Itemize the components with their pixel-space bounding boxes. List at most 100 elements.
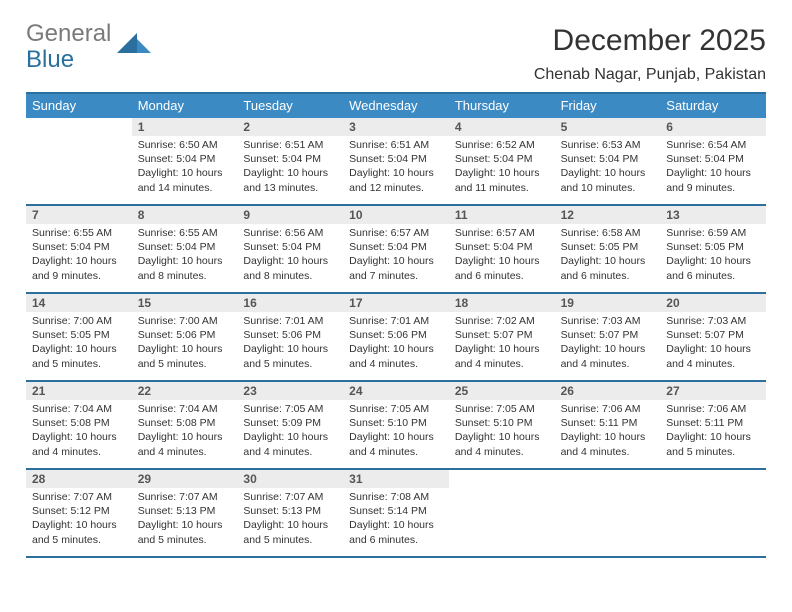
dow-label: Friday [555,94,661,118]
day-detail: Sunrise: 6:55 AMSunset: 5:04 PMDaylight:… [26,224,132,287]
day-detail [449,488,555,494]
sunrise-line: Sunrise: 7:06 AM [561,402,657,416]
sunset-line: Sunset: 5:10 PM [349,416,445,430]
calendar-cell [449,470,555,556]
sunset-line: Sunset: 5:09 PM [243,416,339,430]
calendar-cell: 6Sunrise: 6:54 AMSunset: 5:04 PMDaylight… [660,118,766,204]
day-detail: Sunrise: 7:08 AMSunset: 5:14 PMDaylight:… [343,488,449,551]
day-detail: Sunrise: 7:01 AMSunset: 5:06 PMDaylight:… [237,312,343,375]
dow-label: Thursday [449,94,555,118]
day-number: 15 [132,294,238,312]
calendar-cell: 31Sunrise: 7:08 AMSunset: 5:14 PMDayligh… [343,470,449,556]
day-number: 5 [555,118,661,136]
sunrise-line: Sunrise: 7:04 AM [32,402,128,416]
day-detail: Sunrise: 6:53 AMSunset: 5:04 PMDaylight:… [555,136,661,199]
sunrise-line: Sunrise: 7:00 AM [32,314,128,328]
sunset-line: Sunset: 5:04 PM [243,240,339,254]
sunset-line: Sunset: 5:07 PM [666,328,762,342]
sunset-line: Sunset: 5:04 PM [349,152,445,166]
sunrise-line: Sunrise: 6:52 AM [455,138,551,152]
sunrise-line: Sunrise: 7:02 AM [455,314,551,328]
day-detail: Sunrise: 7:03 AMSunset: 5:07 PMDaylight:… [660,312,766,375]
daylight-line: Daylight: 10 hours and 9 minutes. [32,254,128,282]
daylight-line: Daylight: 10 hours and 14 minutes. [138,166,234,194]
calendar-cell: 16Sunrise: 7:01 AMSunset: 5:06 PMDayligh… [237,294,343,380]
daylight-line: Daylight: 10 hours and 4 minutes. [243,430,339,458]
day-number: 30 [237,470,343,488]
day-number: 14 [26,294,132,312]
day-of-week-header: SundayMondayTuesdayWednesdayThursdayFrid… [26,94,766,118]
calendar-cell [660,470,766,556]
day-number: 29 [132,470,238,488]
calendar-cell: 4Sunrise: 6:52 AMSunset: 5:04 PMDaylight… [449,118,555,204]
day-detail: Sunrise: 7:05 AMSunset: 5:10 PMDaylight:… [343,400,449,463]
calendar-week-row: 7Sunrise: 6:55 AMSunset: 5:04 PMDaylight… [26,206,766,294]
sunset-line: Sunset: 5:14 PM [349,504,445,518]
day-number: 2 [237,118,343,136]
day-detail: Sunrise: 6:59 AMSunset: 5:05 PMDaylight:… [660,224,766,287]
daylight-line: Daylight: 10 hours and 6 minutes. [561,254,657,282]
brand-mark-icon [117,33,151,61]
daylight-line: Daylight: 10 hours and 4 minutes. [32,430,128,458]
day-detail: Sunrise: 6:52 AMSunset: 5:04 PMDaylight:… [449,136,555,199]
day-number [555,470,661,488]
day-number: 25 [449,382,555,400]
sunrise-line: Sunrise: 6:55 AM [32,226,128,240]
sunset-line: Sunset: 5:08 PM [32,416,128,430]
daylight-line: Daylight: 10 hours and 6 minutes. [349,518,445,546]
sunrise-line: Sunrise: 7:05 AM [243,402,339,416]
sunset-line: Sunset: 5:06 PM [349,328,445,342]
location-subtitle: Chenab Nagar, Punjab, Pakistan [534,66,766,84]
daylight-line: Daylight: 10 hours and 4 minutes. [455,342,551,370]
daylight-line: Daylight: 10 hours and 10 minutes. [561,166,657,194]
sunset-line: Sunset: 5:04 PM [349,240,445,254]
sunset-line: Sunset: 5:04 PM [455,152,551,166]
daylight-line: Daylight: 10 hours and 8 minutes. [138,254,234,282]
day-number: 31 [343,470,449,488]
day-detail: Sunrise: 7:00 AMSunset: 5:06 PMDaylight:… [132,312,238,375]
sunset-line: Sunset: 5:04 PM [243,152,339,166]
calendar-cell: 15Sunrise: 7:00 AMSunset: 5:06 PMDayligh… [132,294,238,380]
day-detail [555,488,661,494]
sunset-line: Sunset: 5:13 PM [138,504,234,518]
day-number: 11 [449,206,555,224]
daylight-line: Daylight: 10 hours and 6 minutes. [666,254,762,282]
day-number: 22 [132,382,238,400]
sunset-line: Sunset: 5:11 PM [666,416,762,430]
sunrise-line: Sunrise: 7:04 AM [138,402,234,416]
dow-label: Monday [132,94,238,118]
daylight-line: Daylight: 10 hours and 6 minutes. [455,254,551,282]
day-detail: Sunrise: 7:05 AMSunset: 5:10 PMDaylight:… [449,400,555,463]
daylight-line: Daylight: 10 hours and 5 minutes. [32,342,128,370]
brand-word-2: Blue [26,48,111,72]
daylight-line: Daylight: 10 hours and 5 minutes. [138,518,234,546]
sunset-line: Sunset: 5:12 PM [32,504,128,518]
sunset-line: Sunset: 5:04 PM [32,240,128,254]
day-detail: Sunrise: 7:07 AMSunset: 5:13 PMDaylight:… [237,488,343,551]
calendar-cell: 12Sunrise: 6:58 AMSunset: 5:05 PMDayligh… [555,206,661,292]
calendar-cell: 19Sunrise: 7:03 AMSunset: 5:07 PMDayligh… [555,294,661,380]
sunset-line: Sunset: 5:13 PM [243,504,339,518]
sunrise-line: Sunrise: 6:50 AM [138,138,234,152]
daylight-line: Daylight: 10 hours and 13 minutes. [243,166,339,194]
calendar-cell: 29Sunrise: 7:07 AMSunset: 5:13 PMDayligh… [132,470,238,556]
day-detail [660,488,766,494]
sunset-line: Sunset: 5:08 PM [138,416,234,430]
sunset-line: Sunset: 5:10 PM [455,416,551,430]
day-detail: Sunrise: 7:01 AMSunset: 5:06 PMDaylight:… [343,312,449,375]
header-bar: General Blue December 2025 Chenab Nagar,… [26,18,766,92]
day-number: 1 [132,118,238,136]
sunrise-line: Sunrise: 7:01 AM [349,314,445,328]
day-number: 28 [26,470,132,488]
sunrise-line: Sunrise: 7:07 AM [32,490,128,504]
daylight-line: Daylight: 10 hours and 7 minutes. [349,254,445,282]
day-detail: Sunrise: 6:50 AMSunset: 5:04 PMDaylight:… [132,136,238,199]
calendar-cell: 30Sunrise: 7:07 AMSunset: 5:13 PMDayligh… [237,470,343,556]
day-number: 6 [660,118,766,136]
sunset-line: Sunset: 5:04 PM [138,152,234,166]
calendar-week-row: 21Sunrise: 7:04 AMSunset: 5:08 PMDayligh… [26,382,766,470]
day-detail: Sunrise: 6:51 AMSunset: 5:04 PMDaylight:… [343,136,449,199]
calendar-cell: 18Sunrise: 7:02 AMSunset: 5:07 PMDayligh… [449,294,555,380]
day-detail [26,136,132,142]
brand-word-1: General [26,20,111,47]
